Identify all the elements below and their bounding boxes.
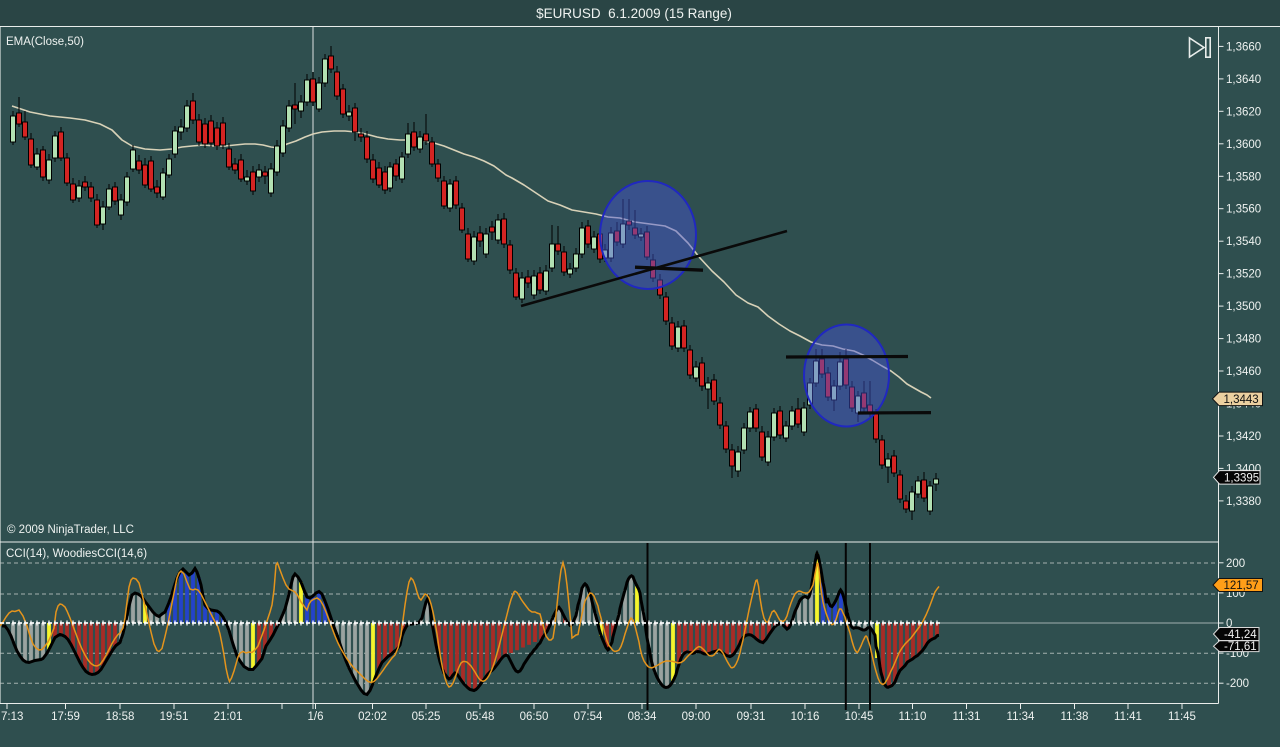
svg-text:1,3460: 1,3460 (1226, 366, 1261, 378)
svg-text:-71,61: -71,61 (1224, 641, 1257, 653)
svg-text:17:59: 17:59 (51, 711, 80, 723)
svg-text:1,3395: 1,3395 (1224, 472, 1259, 484)
svg-text:1,3380: 1,3380 (1226, 496, 1261, 508)
svg-text:11:31: 11:31 (953, 711, 981, 723)
svg-text:18:58: 18:58 (106, 711, 135, 723)
svg-text:1,3660: 1,3660 (1226, 41, 1261, 53)
svg-text:08:34: 08:34 (628, 711, 657, 723)
svg-text:11:38: 11:38 (1061, 711, 1089, 723)
svg-text:21:01: 21:01 (214, 711, 243, 723)
svg-text:10:16: 10:16 (791, 711, 820, 723)
svg-text:1,3600: 1,3600 (1226, 139, 1261, 151)
svg-text:1,3420: 1,3420 (1226, 431, 1261, 443)
svg-text:05:48: 05:48 (466, 711, 495, 723)
svg-text:1,3640: 1,3640 (1226, 74, 1261, 86)
svg-text:06:50: 06:50 (520, 711, 549, 723)
svg-text:-41,24: -41,24 (1224, 629, 1257, 641)
svg-text:05:25: 05:25 (412, 711, 441, 723)
svg-text:1,3560: 1,3560 (1226, 204, 1261, 216)
svg-text:1,3580: 1,3580 (1226, 171, 1261, 183)
svg-text:1/6: 1/6 (308, 711, 324, 723)
svg-text:07:54: 07:54 (574, 711, 603, 723)
svg-text:10:45: 10:45 (845, 711, 874, 723)
svg-text:1,3443: 1,3443 (1224, 394, 1259, 406)
svg-text:11:10: 11:10 (899, 711, 927, 723)
svg-text:-200: -200 (1226, 678, 1249, 690)
svg-text:19:51: 19:51 (160, 711, 189, 723)
svg-text:0: 0 (1226, 618, 1232, 630)
svg-text:02:02: 02:02 (358, 711, 387, 723)
svg-text:09:31: 09:31 (737, 711, 766, 723)
svg-text:CCI(14), WoodiesCCI(14,6): CCI(14), WoodiesCCI(14,6) (6, 548, 147, 560)
svg-text:121,57: 121,57 (1224, 580, 1259, 592)
svg-text:7:13: 7:13 (1, 711, 23, 723)
svg-text:200: 200 (1226, 558, 1245, 570)
svg-text:1,3520: 1,3520 (1226, 269, 1261, 281)
svg-text:11:34: 11:34 (1007, 711, 1036, 723)
svg-text:09:00: 09:00 (682, 711, 711, 723)
svg-text:1,3480: 1,3480 (1226, 334, 1261, 346)
svg-text:1,3500: 1,3500 (1226, 301, 1261, 313)
svg-text:1,3620: 1,3620 (1226, 106, 1261, 118)
svg-text:1,3540: 1,3540 (1226, 236, 1261, 248)
svg-text:© 2009 NinjaTrader, LLC: © 2009 NinjaTrader, LLC (7, 524, 134, 536)
svg-text:11:41: 11:41 (1114, 711, 1142, 723)
svg-text:11:45: 11:45 (1168, 711, 1196, 723)
svg-text:EMA(Close,50): EMA(Close,50) (6, 36, 84, 48)
svg-text:$EURUSD 6.1.2009 (15 Range): $EURUSD 6.1.2009 (15 Range) (536, 6, 732, 21)
